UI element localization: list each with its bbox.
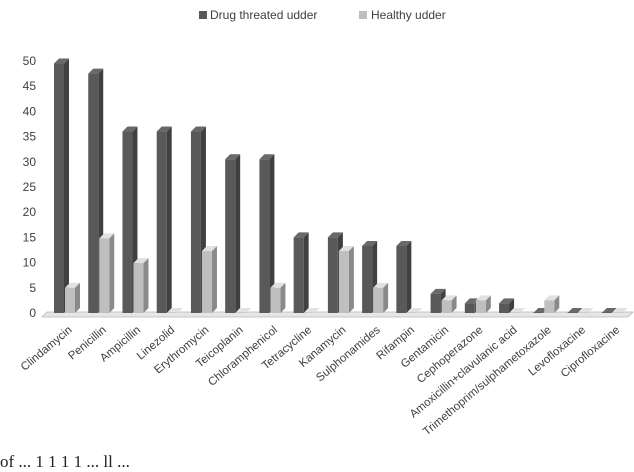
bar-healthy-0 [65,282,80,313]
bar-healthy-3 [167,308,183,313]
legend-swatch-healthy [359,11,367,19]
legend-label-drug-threated: Drug threated udder [210,8,317,22]
y-axis-ticks: 0 5 10 15 20 25 30 35 40 45 50 [23,54,37,320]
bar-healthy-8 [338,246,354,313]
bar-healthy-12 [475,295,491,313]
bar-healthy-4 [201,246,217,313]
y-tick-label: 5 [29,281,36,295]
caption-fragment: of ... 1 1 1 1 ... ll ... [0,452,130,471]
chart-floor-plane [41,311,634,318]
bar-healthy-14 [544,295,560,313]
bars [54,58,628,313]
bar-drug-threated-10 [396,240,412,313]
y-tick-label: 20 [23,205,37,219]
bar-healthy-13 [510,308,526,313]
y-tick-label: 30 [23,155,37,169]
bar-drug-threated-13 [499,298,515,313]
bar-healthy-6 [270,282,286,313]
legend-swatch-drug-threated [199,11,207,19]
legend-label-healthy: Healthy udder [371,8,446,22]
bar-drug-threated-3 [156,126,172,313]
bar-healthy-15 [578,308,594,313]
y-tick-label: 25 [23,180,37,194]
y-tick-label: 0 [29,306,36,320]
bar-drug-threated-5 [225,154,241,313]
x-axis-labels: ClindamycinPenicillinAmpicillinLinezolid… [19,324,622,438]
bar-healthy-1 [99,233,115,313]
y-tick-label: 15 [23,230,37,244]
y-tick-label: 50 [23,54,37,68]
y-tick-label: 10 [23,256,37,270]
bar-drug-threated-7 [293,232,309,313]
bar-healthy-5 [236,308,252,313]
bar-drug-threated-15 [567,308,583,313]
bar-healthy-9 [373,282,389,313]
legend: Drug threated udder Healthy udder [199,8,446,22]
chart-floor [41,311,634,318]
bar-healthy-16 [612,308,628,313]
x-category-label: Clindamycin [19,324,75,373]
bar-drug-threated-0 [54,58,69,313]
y-tick-label: 40 [23,104,37,118]
bar-healthy-2 [133,258,149,313]
bar-healthy-7 [304,308,320,313]
y-tick-label: 45 [23,79,37,93]
x-category-label: Sulphonamides [314,324,383,384]
bar-drug-threated-6 [259,154,275,313]
y-tick-label: 35 [23,130,37,144]
bar-drug-threated-16 [601,308,617,313]
bar-healthy-10 [407,308,423,313]
bar-healthy-11 [441,295,457,313]
x-category-label: Ciprofloxacine [559,324,623,380]
